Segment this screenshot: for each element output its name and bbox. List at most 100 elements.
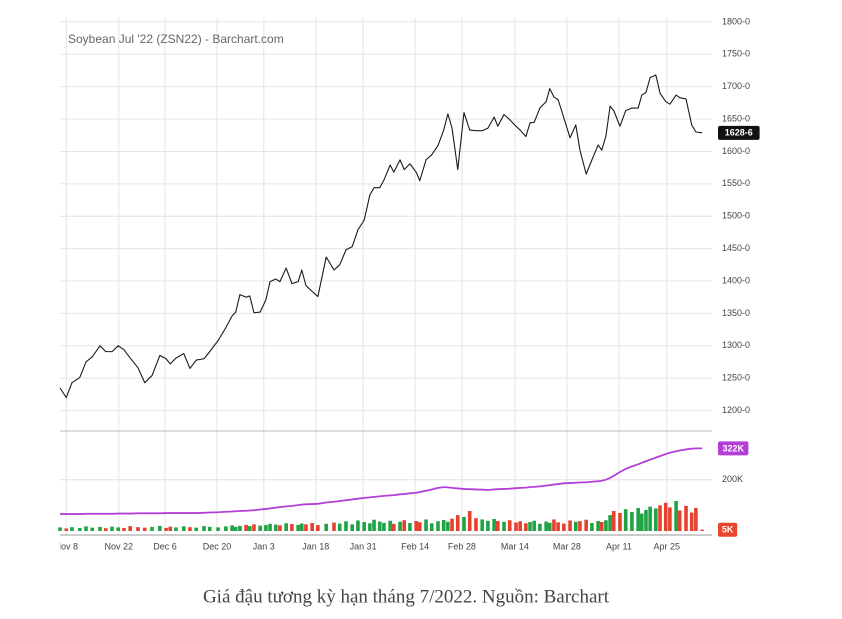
volume-bar	[296, 524, 300, 531]
volume-bar	[233, 526, 238, 531]
x-tick-label: Mar 14	[501, 541, 529, 551]
y-tick-label: 1800-0	[722, 16, 750, 26]
volume-bar	[547, 522, 552, 531]
volume-bar	[128, 526, 132, 531]
volume-bar	[507, 520, 512, 531]
y-tick-label: 1350-0	[722, 308, 750, 318]
x-tick-label: Jan 18	[302, 541, 329, 551]
volume-bar	[278, 525, 282, 531]
y-tick-label: 1500-0	[722, 211, 750, 221]
volume-bar	[188, 527, 192, 531]
volume-bar	[677, 510, 682, 531]
volume-bar	[524, 523, 528, 531]
volume-bar	[202, 526, 206, 531]
volume-bar	[268, 523, 272, 531]
y-tick-label: 1250-0	[722, 373, 750, 383]
volume-bar	[694, 507, 698, 531]
volume-bar	[58, 527, 62, 531]
volume-bar	[174, 527, 178, 531]
volume-bar	[562, 523, 566, 531]
volume-bar	[337, 523, 342, 531]
volume-bar	[568, 520, 572, 531]
volume-bar	[284, 523, 288, 531]
volume-bar	[684, 505, 688, 531]
volume-bar	[518, 521, 522, 531]
volume-bar	[429, 523, 434, 531]
volume-bar	[658, 505, 662, 531]
volume-bar	[388, 520, 392, 531]
volume-bar	[356, 520, 360, 531]
volume-bar	[84, 526, 88, 531]
volume-bar	[689, 512, 694, 531]
y2-tick-label: 200K	[722, 474, 743, 484]
y-tick-label: 1400-0	[722, 275, 750, 285]
x-tick-label: Jan 31	[350, 541, 377, 551]
volume-bar	[552, 519, 556, 531]
volume-bar	[674, 500, 678, 531]
volume-bar	[584, 519, 588, 531]
volume-bar	[663, 502, 668, 531]
x-tick-label: Feb 14	[401, 541, 429, 551]
series-line	[59, 74, 703, 399]
volume-bar	[480, 519, 484, 531]
volume-bar	[181, 526, 186, 531]
volume-bar	[528, 522, 532, 531]
last-value-badge	[718, 522, 738, 537]
volume-bar	[644, 509, 648, 531]
volume-bar	[377, 521, 382, 531]
volume-bar	[344, 521, 348, 531]
volume-bar	[244, 524, 248, 531]
volume-bar	[417, 522, 422, 531]
volume-bar	[299, 523, 304, 531]
volume-bar	[116, 527, 121, 531]
volume-bar	[544, 521, 548, 531]
volume-bar	[450, 518, 454, 531]
volume-bar	[474, 518, 478, 531]
volume-bar	[350, 524, 355, 531]
x-tick-label: Jan 3	[253, 541, 275, 551]
volume-bar	[436, 521, 440, 531]
volume-bar	[290, 524, 294, 531]
volume-bar	[596, 520, 600, 531]
x-tick-label: Apr 25	[653, 541, 680, 551]
last-value-label: 5K	[722, 525, 734, 535]
volume-bar	[122, 527, 126, 531]
volume-bar	[654, 508, 658, 531]
volume-bar	[611, 510, 616, 531]
volume-bar	[414, 520, 418, 531]
y-tick-label: 1200-0	[722, 405, 750, 415]
volume-bar	[216, 527, 220, 531]
volume-bar	[556, 522, 560, 531]
y-tick-label: 1750-0	[722, 49, 750, 59]
chart-title: Soybean Jul '22 (ZSN22) - Barchart.com	[68, 32, 284, 46]
volume-bar	[316, 525, 320, 531]
x-tick-label: Dec 6	[153, 541, 177, 551]
volume-bar	[455, 515, 460, 531]
x-tick-label: Dec 20	[203, 541, 232, 551]
volume-bar	[648, 506, 652, 531]
y-tick-label: 1700-0	[722, 81, 750, 91]
volume-bar	[424, 519, 428, 531]
volume-bar	[264, 525, 268, 531]
volume-bar	[368, 523, 372, 531]
volume-bar	[532, 520, 536, 531]
last-value-badge	[718, 441, 749, 456]
volume-bar	[630, 512, 634, 531]
volume-bar	[538, 523, 542, 531]
volume-bar	[599, 522, 604, 531]
volume-bar	[618, 513, 622, 531]
volume-bar	[258, 525, 262, 531]
volume-bar	[502, 521, 506, 531]
volume-bar	[64, 528, 69, 531]
volume-bar	[98, 526, 102, 531]
x-tick-label: Mar 28	[553, 541, 581, 551]
volume-bar	[408, 523, 412, 531]
volume-bar	[495, 520, 500, 531]
volume-bar	[252, 524, 256, 531]
volume-bar	[168, 526, 173, 531]
volume-bar	[382, 522, 386, 531]
volume-bar	[103, 528, 108, 531]
